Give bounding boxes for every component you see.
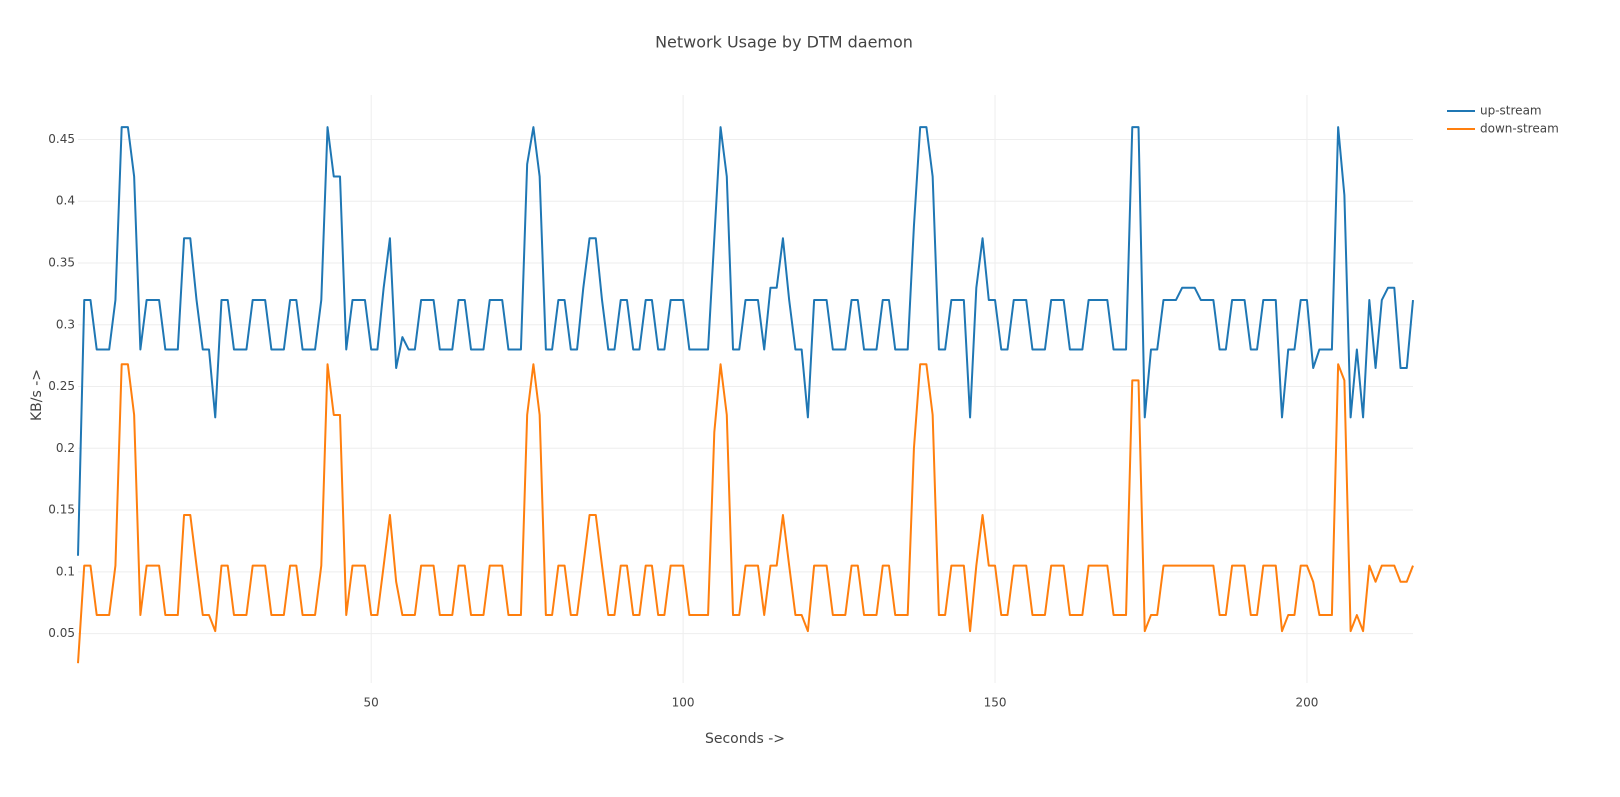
x-tick-label: 50 — [364, 696, 379, 710]
y-tick-label: 0.45 — [48, 132, 75, 146]
legend-label[interactable]: up-stream — [1480, 104, 1542, 118]
series-line — [77, 126, 1414, 556]
x-tick-label: 200 — [1295, 696, 1318, 710]
x-tick-label: 100 — [672, 696, 695, 710]
x-axis-title: Seconds -> — [705, 731, 785, 747]
chart-title: Network Usage by DTM daemon — [655, 33, 913, 52]
legend-label[interactable]: down-stream — [1480, 122, 1559, 136]
y-tick-label: 0.15 — [48, 503, 75, 517]
y-tick-label: 0.2 — [56, 441, 75, 455]
y-tick-label: 0.3 — [56, 317, 75, 331]
y-axis-title: KB/s -> — [29, 369, 45, 421]
y-tick-label: 0.05 — [48, 626, 75, 640]
y-tick-label: 0.1 — [56, 564, 75, 578]
y-tick-label: 0.35 — [48, 256, 75, 270]
series-line — [77, 363, 1414, 664]
y-tick-label: 0.4 — [56, 194, 75, 208]
x-tick-label: 150 — [984, 696, 1007, 710]
y-tick-label: 0.25 — [48, 379, 75, 393]
